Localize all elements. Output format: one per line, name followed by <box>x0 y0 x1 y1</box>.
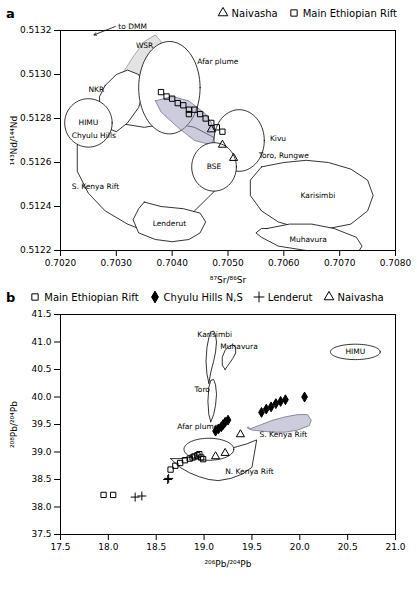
svg-text:41.5: 41.5 <box>31 309 51 319</box>
svg-text:Toro: Toro <box>194 385 211 394</box>
svg-text:0.7060: 0.7060 <box>268 258 300 268</box>
svg-text:38.0: 38.0 <box>31 502 51 512</box>
html-text:a: a <box>6 5 15 21</box>
svg-text:Afar plume: Afar plume <box>177 422 218 431</box>
svg-text:19.5: 19.5 <box>242 542 262 552</box>
svg-text:S. Kenya Rift: S. Kenya Rift <box>260 430 308 439</box>
svg-text:Afar plume: Afar plume <box>197 57 238 66</box>
svg-text:N. Kenya Rift: N. Kenya Rift <box>225 467 274 476</box>
svg-text:0.5130: 0.5130 <box>20 69 52 79</box>
html-text:Main Ethiopian Rift: Main Ethiopian Rift <box>44 291 139 303</box>
svg-text:²⁰⁶Pb/²⁰⁴Pb: ²⁰⁶Pb/²⁰⁴Pb <box>205 559 252 569</box>
svg-text:0.7020: 0.7020 <box>45 258 77 268</box>
svg-text:37.5: 37.5 <box>31 529 51 539</box>
svg-text:20.5: 20.5 <box>338 542 358 552</box>
svg-text:18.5: 18.5 <box>146 542 166 552</box>
html-text:Lenderut: Lenderut <box>267 291 313 303</box>
svg-text:Karisimbi: Karisimbi <box>197 330 232 339</box>
svg-text:0.5132: 0.5132 <box>20 25 52 35</box>
svg-text:Muhavura: Muhavura <box>289 235 326 244</box>
svg-text:Karisimbi: Karisimbi <box>301 191 336 200</box>
html-text:Main Ethiopian Rift: Main Ethiopian Rift <box>302 7 397 19</box>
html-text:b: b <box>6 289 16 305</box>
svg-text:S. Kenya Rift: S. Kenya Rift <box>72 182 120 191</box>
svg-text:WSR: WSR <box>136 41 153 50</box>
svg-text:39.0: 39.0 <box>31 447 51 457</box>
svg-text:NKR: NKR <box>88 85 104 94</box>
svg-text:21.0: 21.0 <box>385 542 405 552</box>
svg-text:20.0: 20.0 <box>290 542 310 552</box>
svg-text:0.7070: 0.7070 <box>324 258 356 268</box>
svg-text:0.7080: 0.7080 <box>380 258 412 268</box>
svg-text:0.7040: 0.7040 <box>156 258 188 268</box>
svg-text:17.5: 17.5 <box>50 542 70 552</box>
svg-text:0.5124: 0.5124 <box>20 201 52 211</box>
html-text:Naivasha: Naivasha <box>337 291 384 303</box>
svg-text:HIMU: HIMU <box>79 118 99 127</box>
svg-text:¹⁴³Nd/¹⁴⁴Nd: ¹⁴³Nd/¹⁴⁴Nd <box>9 116 19 166</box>
svg-text:BSE: BSE <box>207 162 222 171</box>
svg-text:⁸⁷Sr/⁸⁶Sr: ⁸⁷Sr/⁸⁶Sr <box>210 275 247 285</box>
svg-text:18.0: 18.0 <box>98 542 118 552</box>
svg-text:Chyulu Hills: Chyulu Hills <box>72 131 116 140</box>
svg-text:to DMM: to DMM <box>118 22 147 31</box>
svg-text:0.7050: 0.7050 <box>212 258 244 268</box>
html-text:Naivasha: Naivasha <box>231 7 278 19</box>
html-text:Chyulu Hills N,S: Chyulu Hills N,S <box>163 291 243 303</box>
svg-text:Muhavura: Muhavura <box>220 342 257 351</box>
svg-text:38.5: 38.5 <box>31 474 51 484</box>
svg-text:Lenderut: Lenderut <box>153 219 187 228</box>
svg-text:39.5: 39.5 <box>31 419 51 429</box>
svg-text:²⁰⁸Pb/²⁰⁴Pb: ²⁰⁸Pb/²⁰⁴Pb <box>9 401 19 448</box>
svg-text:0.5128: 0.5128 <box>20 113 52 123</box>
svg-text:Toro, Rungwe: Toro, Rungwe <box>258 151 309 160</box>
svg-text:40.5: 40.5 <box>31 364 51 374</box>
svg-text:0.5122: 0.5122 <box>20 245 52 255</box>
svg-text:HIMU: HIMU <box>345 347 365 356</box>
svg-text:0.5126: 0.5126 <box>20 157 52 167</box>
svg-text:0.7030: 0.7030 <box>101 258 133 268</box>
svg-text:Kivu: Kivu <box>270 134 286 143</box>
svg-text:40.0: 40.0 <box>31 392 51 402</box>
svg-text:19.0: 19.0 <box>194 542 214 552</box>
svg-text:41.0: 41.0 <box>31 337 51 347</box>
